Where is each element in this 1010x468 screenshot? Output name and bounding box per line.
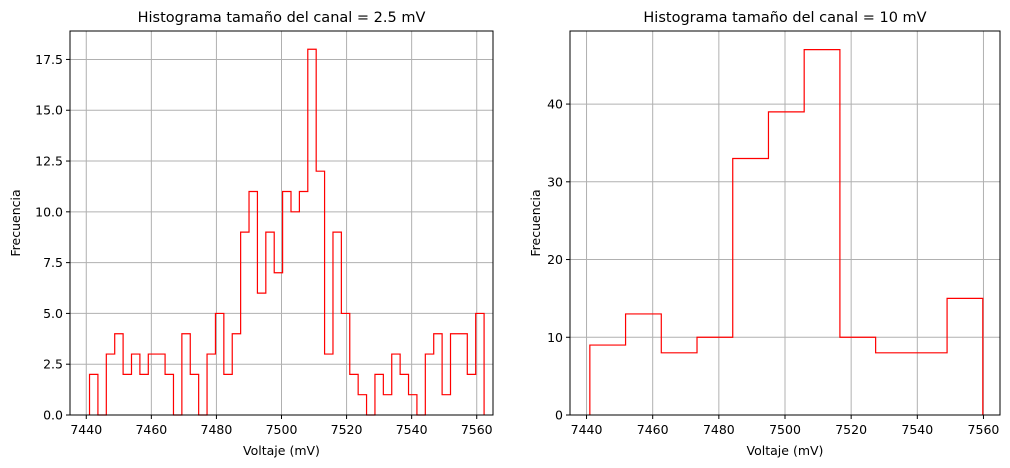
left-y-tick-label: 7.5 bbox=[43, 255, 63, 270]
right-x-tick-label: 7540 bbox=[901, 422, 933, 437]
left-x-tick-label: 7480 bbox=[201, 422, 233, 437]
left-histogram-bin bbox=[442, 395, 450, 415]
left-histogram-bin bbox=[434, 334, 442, 415]
left-histogram-bin bbox=[299, 192, 307, 415]
left-histogram-bin bbox=[291, 212, 299, 415]
left-x-tick-label: 7520 bbox=[331, 422, 363, 437]
left-y-tick-label: 0.0 bbox=[43, 408, 63, 423]
left-histogram-step-series bbox=[88, 48, 485, 416]
left-y-tick-label: 12.5 bbox=[35, 154, 63, 169]
left-histogram-bin bbox=[375, 374, 383, 415]
left-grid bbox=[70, 31, 493, 416]
right-grid bbox=[570, 31, 1000, 416]
right-histogram-bin bbox=[876, 353, 912, 415]
left-histogram-bin bbox=[115, 334, 123, 415]
left-histogram-bin bbox=[308, 49, 316, 415]
left-histogram-bin bbox=[257, 293, 265, 415]
left-y-tick-label: 17.5 bbox=[35, 52, 63, 67]
right-y-tick-label: 20 bbox=[547, 252, 563, 267]
left-histogram-bin bbox=[90, 374, 98, 415]
left-histogram-bin bbox=[249, 192, 257, 415]
left-histogram-bin bbox=[400, 374, 408, 415]
right-y-tick-label: 10 bbox=[547, 330, 563, 345]
left-x-tick-label: 7540 bbox=[396, 422, 428, 437]
right-x-tick-label: 7480 bbox=[703, 422, 735, 437]
left-x-axis-label: Voltaje (mV) bbox=[243, 443, 320, 458]
left-histogram-bin bbox=[274, 273, 282, 415]
left-histogram-bin bbox=[459, 334, 467, 415]
left-histogram-bin bbox=[467, 374, 475, 415]
left-y-tick-label: 2.5 bbox=[43, 357, 63, 372]
right-axes-frame bbox=[569, 30, 1001, 416]
left-histogram-bin bbox=[425, 354, 433, 415]
left-histogram-axes: 7440 7460 7480 7500 7520 7540 7560 0.0 2.5 5.0 7.5… bbox=[8, 10, 494, 458]
right-chart-title: Histograma tamaño del canal = 10 mV bbox=[643, 10, 926, 26]
left-histogram-bin bbox=[409, 395, 417, 415]
left-histogram-bin bbox=[131, 354, 139, 415]
left-x-tick-label: 7440 bbox=[70, 422, 102, 437]
left-histogram-bin bbox=[325, 354, 333, 415]
right-y-tick-label: 30 bbox=[547, 174, 563, 189]
left-histogram-bin bbox=[333, 232, 341, 415]
left-histogram-bin bbox=[182, 334, 190, 415]
left-histogram-bin bbox=[157, 354, 165, 415]
right-histogram-bin bbox=[626, 314, 662, 415]
left-y-axis-label: Frecuencia bbox=[8, 189, 23, 256]
left-histogram-bin bbox=[190, 374, 198, 415]
right-y-tick-label: 40 bbox=[547, 97, 563, 112]
right-y-axis-label: Frecuencia bbox=[528, 189, 543, 256]
right-histogram-bin bbox=[911, 353, 947, 415]
left-y-tick-label: 10.0 bbox=[35, 204, 63, 219]
right-x-axis-label: Voltaje (mV) bbox=[747, 443, 824, 458]
right-x-tick-label: 7440 bbox=[571, 422, 603, 437]
left-histogram-bin bbox=[241, 232, 249, 415]
right-x-tick-label: 7460 bbox=[637, 422, 669, 437]
left-x-tick-label: 7460 bbox=[135, 422, 167, 437]
left-histogram-bin bbox=[383, 395, 391, 415]
left-histogram-bin bbox=[358, 395, 366, 415]
right-histogram-bin bbox=[733, 158, 769, 415]
right-histogram-bin bbox=[804, 50, 840, 415]
left-y-tick-label: 15.0 bbox=[35, 103, 63, 118]
left-histogram-bin bbox=[140, 374, 148, 415]
right-histogram-bin bbox=[661, 353, 697, 415]
left-histogram-bin bbox=[224, 374, 232, 415]
left-x-tick-label: 7500 bbox=[266, 422, 298, 437]
left-x-tick-label: 7560 bbox=[461, 422, 493, 437]
right-histogram-bin bbox=[768, 112, 804, 415]
left-histogram-bin bbox=[316, 171, 324, 415]
right-histogram-bin bbox=[697, 337, 733, 415]
right-x-tick-label: 7500 bbox=[769, 422, 801, 437]
left-histogram-bin bbox=[476, 313, 484, 415]
left-histogram-bin bbox=[350, 374, 358, 415]
left-histogram-bin bbox=[215, 313, 223, 415]
right-x-tick-label: 7520 bbox=[835, 422, 867, 437]
left-y-tick-label: 5.0 bbox=[43, 306, 63, 321]
right-x-tick-label: 7560 bbox=[968, 422, 1000, 437]
right-histogram-axes: 7440 7460 7480 7500 7520 7540 7560 0 10 20 30 40 His… bbox=[528, 10, 1001, 458]
left-axes-frame bbox=[69, 30, 494, 416]
right-y-tick-label: 0 bbox=[555, 408, 563, 423]
left-histogram-bin bbox=[341, 313, 349, 415]
left-histogram-bin bbox=[165, 374, 173, 415]
right-histogram-bin bbox=[947, 298, 983, 415]
left-histogram-bin bbox=[123, 374, 131, 415]
left-histogram-bin bbox=[283, 192, 291, 415]
right-histogram-step-series bbox=[589, 49, 984, 415]
left-histogram-bin bbox=[266, 232, 274, 415]
left-histogram-bin bbox=[148, 354, 156, 415]
left-chart-title: Histograma tamaño del canal = 2.5 mV bbox=[138, 10, 426, 26]
right-histogram-bin bbox=[590, 345, 626, 415]
left-histogram-bin bbox=[392, 354, 400, 415]
left-histogram-bin bbox=[232, 334, 240, 415]
left-histogram-bin bbox=[451, 334, 459, 415]
right-histogram-bin bbox=[840, 337, 876, 415]
left-histogram-bin bbox=[106, 354, 114, 415]
left-histogram-bin bbox=[207, 354, 215, 415]
